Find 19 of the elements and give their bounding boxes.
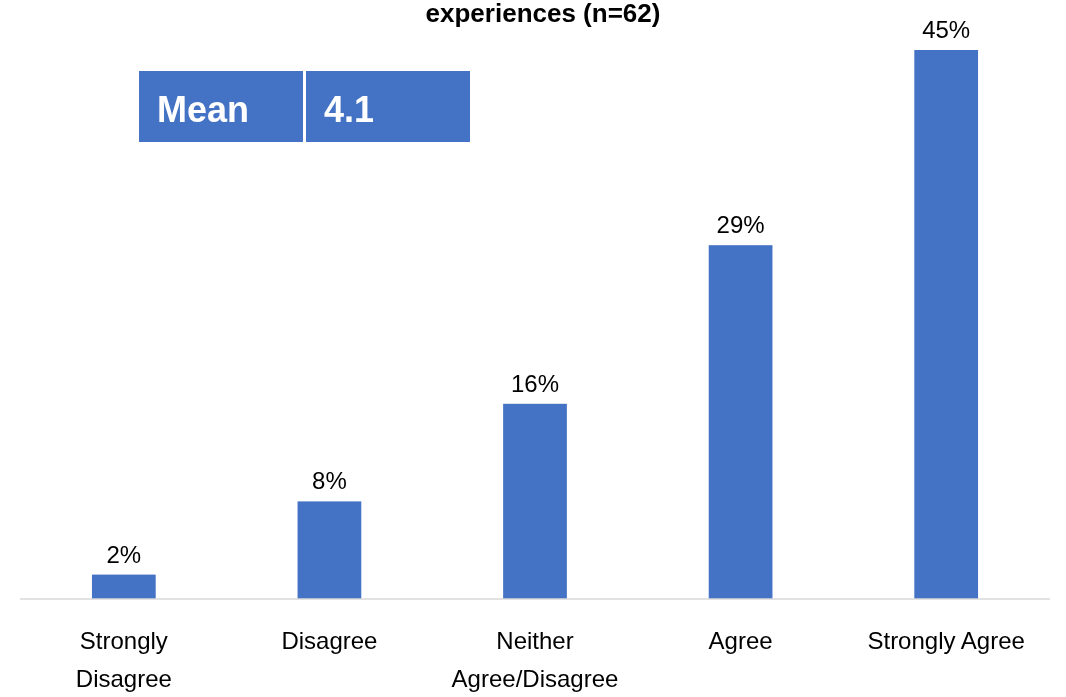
x-tick-label: Disagree [281, 627, 378, 654]
x-tick-label: Strongly Disagree [75, 627, 172, 692]
data-label: 8% [312, 467, 347, 495]
data-label: 45% [922, 16, 971, 43]
bar [914, 50, 979, 599]
bar [91, 574, 156, 599]
annotation: Mean [157, 89, 250, 130]
annotation: 4.1 [324, 89, 375, 130]
x-tick-label: Strongly Agree [867, 627, 1025, 654]
bar [297, 501, 362, 599]
data-label: 16% [510, 369, 560, 397]
x-tick-label: Agree [708, 627, 773, 654]
bar [503, 403, 567, 599]
x-tick-label: Neither Agree/Disagree [451, 627, 619, 692]
summary-table: Mean 4.1 [139, 71, 470, 142]
data-label: 29% [716, 211, 765, 239]
data-label: 2% [106, 540, 142, 568]
bar [708, 245, 773, 599]
chart-title: experiences (n=62) [425, 0, 661, 28]
